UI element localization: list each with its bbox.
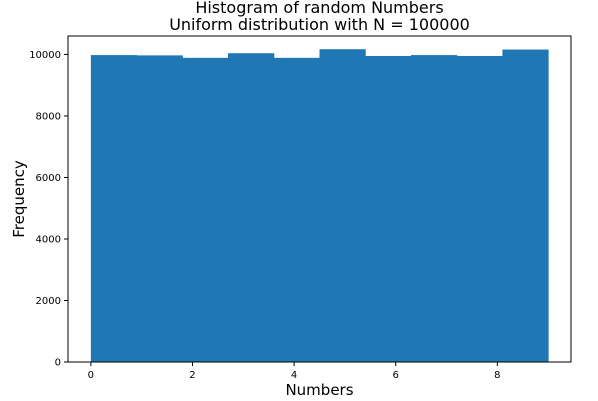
histogram-bar bbox=[228, 53, 275, 362]
y-tick-label: 6000 bbox=[36, 173, 61, 184]
plot-frame bbox=[67, 35, 572, 363]
histogram-bar bbox=[319, 49, 366, 363]
x-tick-label: 2 bbox=[189, 370, 195, 381]
histogram-bar bbox=[136, 55, 183, 362]
x-tick-label: 8 bbox=[494, 370, 500, 381]
y-tick-label: 4000 bbox=[36, 234, 61, 245]
y-tick-label: 2000 bbox=[36, 296, 61, 307]
x-tick-label: 0 bbox=[88, 370, 94, 381]
histogram-bar bbox=[273, 57, 320, 363]
histogram-bar bbox=[456, 55, 503, 362]
histogram-bar bbox=[90, 55, 138, 362]
bars-group bbox=[90, 49, 549, 363]
histogram-bar bbox=[502, 49, 549, 362]
x-axis-label: Numbers bbox=[285, 381, 353, 399]
x-tick-label: 6 bbox=[393, 370, 399, 381]
histogram-bar bbox=[365, 55, 412, 362]
histogram-bar bbox=[182, 57, 229, 363]
y-tick-label: 10000 bbox=[29, 50, 61, 61]
chart-subtitle: Uniform distribution with N = 100000 bbox=[169, 15, 470, 34]
y-axis-label: Frequency bbox=[10, 160, 28, 238]
chart-title: Histogram of random Numbers bbox=[195, 0, 443, 17]
x-axis: 0 2 4 6 8 bbox=[88, 362, 501, 381]
x-tick-label: 4 bbox=[291, 370, 297, 381]
y-tick-label: 8000 bbox=[36, 111, 61, 122]
y-axis: 0 2000 4000 6000 8000 10000 bbox=[29, 50, 68, 369]
histogram-bar bbox=[410, 55, 458, 362]
y-tick-label: 0 bbox=[55, 358, 61, 369]
